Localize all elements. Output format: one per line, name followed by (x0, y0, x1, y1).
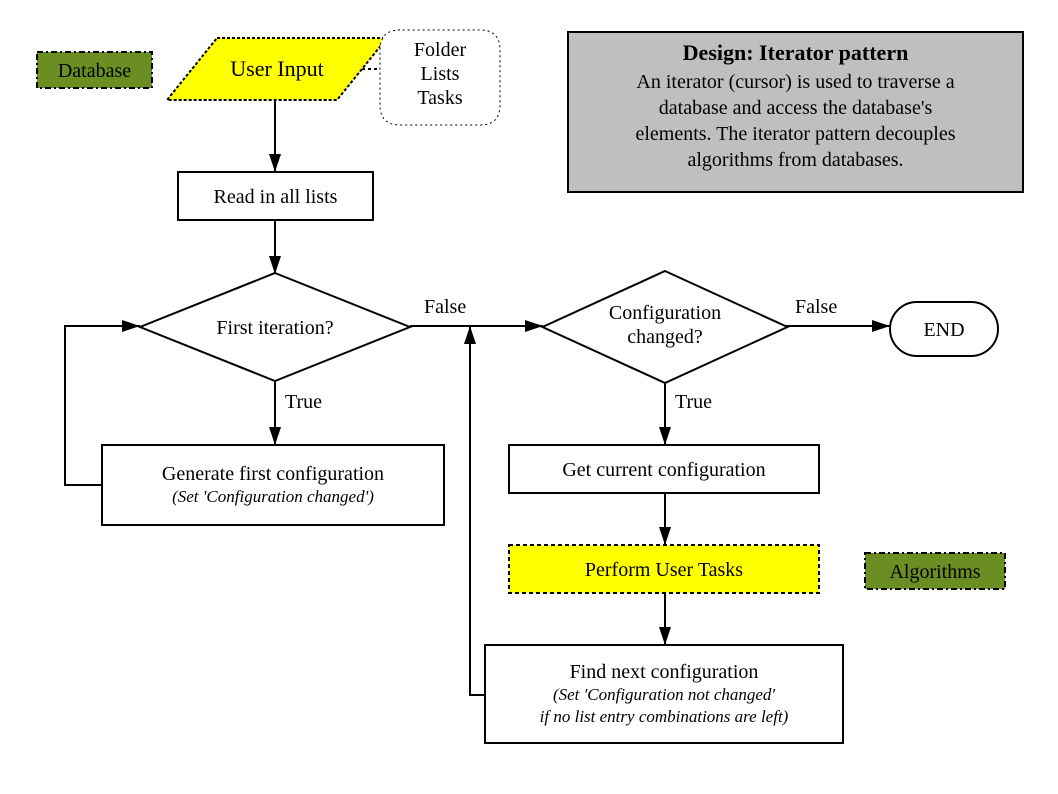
svg-text:Read in all lists: Read in all lists (214, 186, 338, 208)
svg-text:Design: Iterator pattern: Design: Iterator pattern (683, 40, 909, 65)
svg-text:elements. The iterator pattern: elements. The iterator pattern decouples (635, 123, 955, 145)
node-perform_tasks: Perform User Tasks (509, 545, 819, 593)
svg-text:(Set 'Configuration changed'): (Set 'Configuration changed') (172, 487, 374, 506)
node-folder_lists: FolderListsTasks (380, 30, 500, 125)
svg-text:False: False (424, 296, 466, 318)
svg-text:Generate first configuration: Generate first configuration (162, 463, 384, 485)
svg-text:Perform User Tasks: Perform User Tasks (585, 559, 743, 581)
svg-text:Folder: Folder (414, 39, 467, 61)
svg-text:Tasks: Tasks (417, 87, 462, 109)
node-config_changed: Configurationchanged? (543, 271, 788, 383)
svg-text:Configuration: Configuration (609, 302, 721, 324)
svg-text:True: True (285, 391, 322, 413)
svg-text:Lists: Lists (421, 63, 460, 85)
node-design_box: Design: Iterator pattern An iterator (cur… (568, 32, 1023, 192)
svg-text:changed?: changed? (627, 326, 703, 348)
svg-text:Get current configuration: Get current configuration (562, 459, 765, 481)
svg-text:First iteration?: First iteration? (216, 317, 333, 339)
flowchart-canvas: True False False True Database User Input Fol… (0, 0, 1058, 794)
node-user_input: User Input (167, 38, 387, 100)
svg-text:User Input: User Input (230, 56, 323, 81)
node-database_label: Database (37, 52, 152, 88)
svg-text:An iterator (cursor) is used t: An iterator (cursor) is used to traverse… (636, 71, 954, 93)
node-first_iter: First iteration? (140, 273, 410, 381)
svg-text:Database: Database (58, 60, 131, 82)
node-find_next: Find next configuration (Set 'Configurati… (485, 645, 843, 743)
svg-text:algorithms from databases.: algorithms from databases. (687, 149, 903, 171)
svg-text:END: END (923, 319, 964, 341)
node-end: END (890, 302, 998, 356)
svg-text:False: False (795, 296, 837, 318)
svg-text:Find next configuration: Find next configuration (570, 661, 759, 683)
flowchart-edge (470, 326, 485, 695)
svg-text:Algorithms: Algorithms (889, 561, 980, 583)
node-get_current: Get current configuration (509, 445, 819, 493)
node-algorithms_label: Algorithms (865, 553, 1005, 589)
svg-text:if no list entry combinations: if no list entry combinations are left) (540, 707, 789, 726)
node-read_lists: Read in all lists (178, 172, 373, 220)
node-gen_first: Generate first configuration (Set 'Config… (102, 445, 444, 525)
svg-text:(Set 'Configuration not change: (Set 'Configuration not changed' (553, 685, 775, 704)
svg-text:True: True (675, 391, 712, 413)
svg-text:database and access the databa: database and access the database's (659, 97, 933, 119)
